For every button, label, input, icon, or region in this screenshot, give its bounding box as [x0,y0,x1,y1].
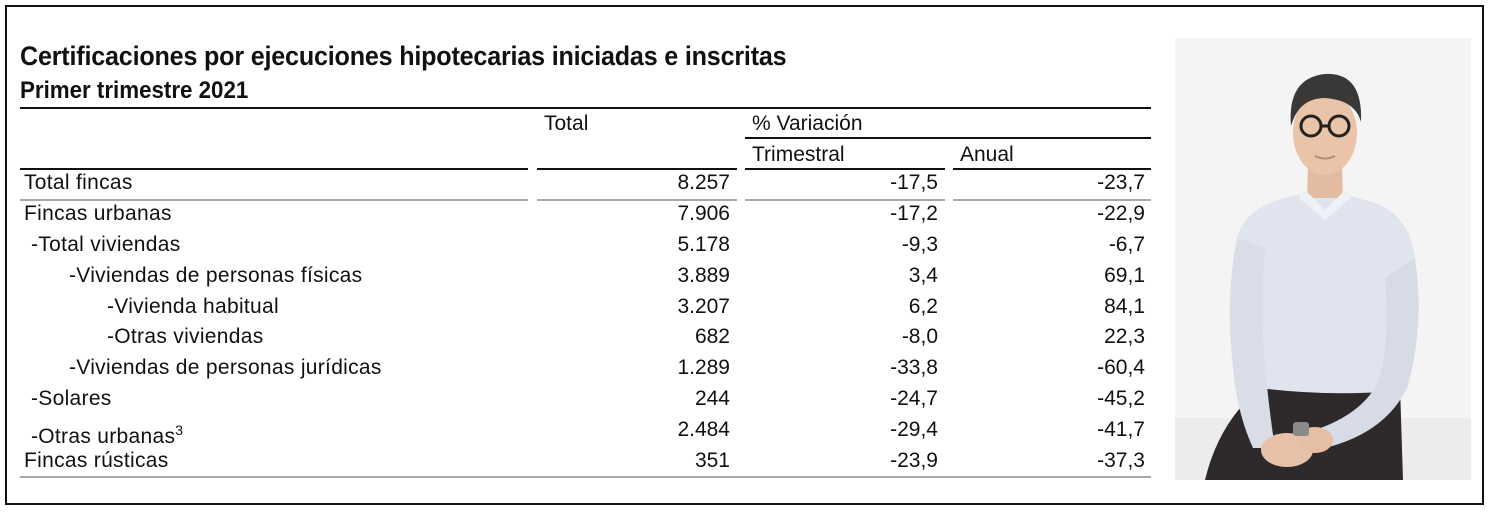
footnote-marker: 3 [175,422,184,438]
row-total-value: 2.484 [677,418,730,441]
table-subtitle: Primer trimestre 2021 [20,77,249,104]
header-bottom-rule-total [537,168,737,170]
row-total-value: 3.207 [677,295,730,318]
row-label: -Viviendas de personas jurídicas [69,356,382,379]
row-trimestral-value: 6,2 [908,295,938,318]
header-bottom-rule-label [20,168,528,170]
row-total-value: 351 [694,449,730,472]
person-photo [1175,38,1471,480]
row-label: -Solares [31,387,112,410]
header-top-rule [20,107,1151,109]
row-trimestral-value: -17,2 [890,202,938,225]
row-anual-value: -6,7 [1108,233,1145,256]
row-trimestral-value: -8,0 [901,325,938,348]
row-total-value: 8.257 [677,171,730,194]
header-total: Total [544,112,589,135]
row-anual-value: -22,9 [1097,202,1145,225]
row-trimestral-value: -33,8 [890,356,938,379]
row-anual-value: -45,2 [1097,387,1145,410]
header-bottom-rule-anual [953,168,1151,170]
row-label: -Total viviendas [31,233,181,256]
row-total-value: 3.889 [677,264,730,287]
row-label: -Viviendas de personas físicas [69,264,363,287]
header-anual: Anual [960,143,1014,166]
header-trimestral: Trimestral [752,143,845,166]
row-trimestral-value: 3,4 [908,264,938,287]
row-anual-value: -60,4 [1097,356,1145,379]
row-total-value: 244 [694,387,730,410]
total-row-separator-trimestral [745,199,945,201]
row-total-value: 7.906 [677,202,730,225]
variacion-rule [745,137,1151,139]
total-row-separator-label [20,199,528,201]
row-anual-value: 69,1 [1104,264,1145,287]
header-variacion: % Variación [752,112,863,135]
row-trimestral-value: -24,7 [890,387,938,410]
row-trimestral-value: -9,3 [901,233,938,256]
row-label: Fincas rústicas [24,449,169,472]
row-trimestral-value: -23,9 [890,449,938,472]
row-label: -Otras viviendas [107,325,264,348]
total-row-separator-total [537,199,737,201]
total-row-separator-anual [953,199,1151,201]
row-label: Fincas urbanas [24,202,172,225]
row-total-value: 5.178 [677,233,730,256]
row-total-value: 682 [694,325,730,348]
header-bottom-rule-trimestral [745,168,945,170]
document-frame [5,5,1484,505]
row-anual-value: 22,3 [1104,325,1145,348]
row-total-value: 1.289 [677,356,730,379]
row-trimestral-value: -17,5 [890,171,938,194]
row-trimestral-value: -29,4 [890,418,938,441]
row-anual-value: -37,3 [1097,449,1145,472]
row-label: Total fincas [24,171,133,194]
table-bottom-rule [20,476,1151,478]
row-anual-value: -23,7 [1097,171,1145,194]
row-anual-value: 84,1 [1104,295,1145,318]
table-title: Certificaciones por ejecuciones hipoteca… [20,41,787,71]
row-label: -Otras urbanas3 [31,422,184,448]
row-label: -Vivienda habitual [107,295,279,318]
row-anual-value: -41,7 [1097,418,1145,441]
